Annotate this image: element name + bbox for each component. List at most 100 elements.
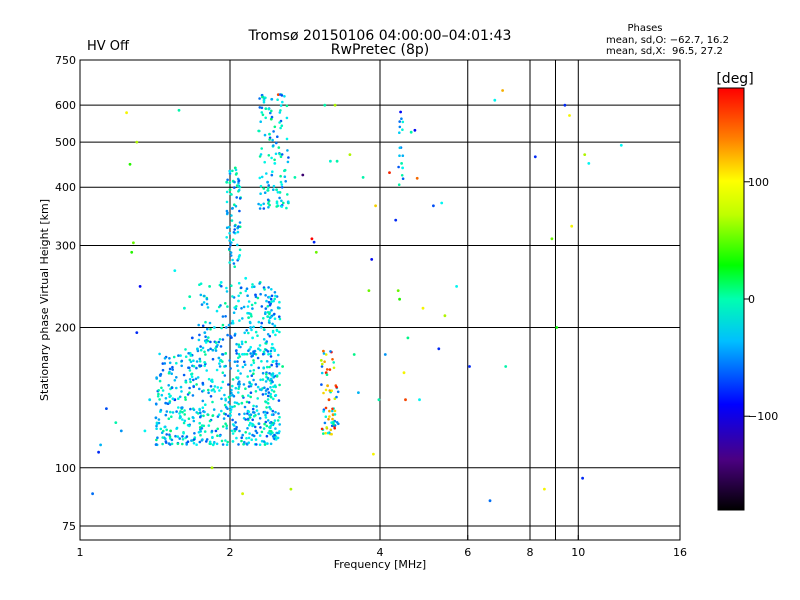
echo-point (168, 367, 172, 371)
echo-point (192, 378, 195, 382)
echo-point (164, 397, 168, 400)
echo-point (324, 353, 328, 356)
echo-point (185, 435, 189, 438)
echo-point (437, 347, 441, 351)
echo-point (239, 372, 242, 375)
echo-point (266, 305, 270, 308)
echo-point (265, 299, 268, 303)
echo-point (195, 383, 198, 386)
echo-point (277, 412, 280, 415)
echo-point (205, 438, 209, 441)
echo-point (277, 362, 281, 366)
echo-point (196, 376, 200, 379)
echo-point (265, 406, 268, 409)
echo-point (119, 429, 123, 433)
echo-point (252, 325, 255, 329)
echo-point (211, 357, 215, 361)
echo-point (268, 421, 272, 425)
echo-point (260, 106, 264, 110)
echo-point (263, 133, 267, 137)
echo-point (228, 359, 231, 362)
echo-point (178, 412, 181, 415)
echo-point (236, 369, 240, 373)
echo-point (319, 359, 323, 362)
echo-point (406, 336, 410, 340)
echo-point (272, 184, 276, 188)
echo-point (265, 372, 268, 376)
echo-point (248, 432, 251, 435)
echo-point (401, 166, 404, 170)
echo-point (171, 397, 175, 401)
echo-point (280, 153, 284, 156)
echo-point (331, 417, 334, 421)
echo-point (235, 196, 238, 199)
echo-point (228, 247, 231, 251)
echo-point (335, 159, 339, 163)
echo-point (255, 431, 259, 435)
echo-point (184, 381, 188, 384)
echo-point (154, 416, 158, 420)
echo-point (258, 282, 261, 285)
echo-point (333, 103, 337, 107)
echo-point (135, 331, 139, 334)
echo-point (211, 443, 215, 447)
echo-point (370, 258, 374, 261)
echo-point (398, 131, 401, 134)
echo-point (320, 371, 324, 375)
echo-point (333, 409, 337, 413)
echo-point (273, 419, 277, 422)
echo-point (261, 95, 264, 99)
echo-point (254, 390, 258, 393)
echo-point (132, 241, 135, 245)
echo-point (183, 413, 186, 416)
echo-point (250, 438, 253, 442)
echo-point (198, 360, 202, 363)
echo-point (199, 345, 202, 348)
echo-point (229, 410, 232, 414)
echo-point (259, 325, 263, 329)
echo-point (220, 439, 224, 443)
echo-point (175, 386, 178, 390)
echo-point (208, 419, 212, 423)
echo-point (247, 331, 250, 335)
echo-point (543, 487, 546, 491)
echo-point (278, 430, 281, 433)
y-tick-label: 100 (55, 462, 76, 475)
echo-point (388, 171, 391, 175)
echo-point (195, 360, 199, 363)
echo-point (231, 384, 234, 388)
echo-point (193, 432, 196, 435)
echo-point (286, 149, 289, 152)
echo-point (187, 417, 191, 421)
echo-point (246, 427, 249, 430)
echo-point (236, 230, 240, 234)
echo-point (203, 331, 207, 334)
echo-point (239, 291, 242, 295)
echo-point (191, 416, 195, 419)
echo-point (158, 398, 161, 401)
echo-point (421, 306, 425, 310)
echo-point (266, 180, 269, 184)
echo-point (224, 364, 227, 368)
echo-point (278, 423, 282, 426)
echo-point (200, 303, 204, 306)
echo-point (399, 110, 402, 114)
echo-point (249, 345, 252, 349)
echo-point (263, 410, 267, 414)
x-tick-label: 8 (527, 546, 534, 559)
echo-point (231, 393, 234, 397)
echo-point (241, 365, 245, 369)
echo-point (192, 441, 196, 445)
echo-point (233, 360, 237, 364)
echo-point (197, 431, 201, 434)
echo-point (328, 389, 332, 392)
echo-point (260, 111, 264, 114)
echo-point (336, 390, 340, 394)
echo-point (264, 380, 268, 383)
echo-point (155, 422, 159, 426)
echo-point (199, 293, 203, 297)
x-tick-label: 16 (673, 546, 687, 559)
echo-point (268, 334, 272, 338)
echo-point (211, 348, 215, 352)
echo-point (160, 393, 164, 397)
